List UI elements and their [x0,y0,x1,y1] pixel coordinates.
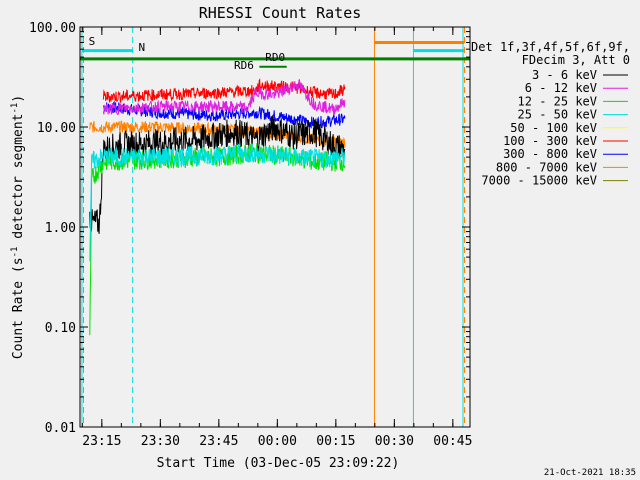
y-tick-label: 10.00 [37,121,76,136]
y-tick-label: 0.10 [45,321,76,336]
x-tick-label: 00:15 [316,434,355,449]
legend-entry-label: 100 - 300 keV [503,134,597,148]
y-axis: 0.01 0.10 1.00 10.00 100.00 [29,21,470,436]
y-tick-label: 1.00 [45,221,76,236]
rd6-label: RD6 [234,59,254,72]
x-tick-label: 00:30 [375,434,414,449]
x-tick-label: 23:30 [141,434,180,449]
y-axis-label-rest: detector segment [11,114,26,247]
flags-layer: S N RD0 RD6 [80,27,470,427]
x-tick-label: 00:00 [258,434,297,449]
legend-entry-label: 25 - 50 keV [518,108,597,122]
y-axis-label-main: Count Rate (s [11,257,26,359]
y-axis-label-sup2: -1 [10,103,20,114]
y-axis-label-close: ) [11,95,26,103]
x-axis-label: Start Time (03-Dec-05 23:09:22) [157,456,400,471]
legend-entry-label: 800 - 7000 keV [496,160,597,174]
series-layer [89,78,346,336]
legend-header-line-1: Det 1f,3f,4f,5f,6f,9f, [471,40,630,54]
y-axis-label: Count Rate (s-1 detector segment-1) [10,95,26,359]
rd0-label: RD0 [265,51,285,64]
y-tick-label: 100.00 [29,21,76,36]
y-axis-label-sup: -1 [10,247,20,258]
series-line [102,78,346,116]
legend: Det 1f,3f,4f,5f,6f,9f, FDecim 3, Att 0 3… [471,40,630,188]
legend-entry-label: 6 - 12 keV [525,81,597,95]
chart-title: RHESSI Count Rates [199,4,362,22]
footer-date: 21-Oct-2021 18:35 [544,468,636,478]
legend-entry-label: 7000 - 15000 keV [481,174,597,188]
legend-entry-label: 300 - 800 keV [503,147,597,161]
legend-entry-label: 12 - 25 keV [518,94,597,108]
legend-header-line-2: FDecim 3, Att 0 [522,53,630,67]
x-axis: 23:15 23:30 23:45 00:00 00:15 00:30 00:45 [81,27,472,449]
night-label: N [139,41,146,54]
series-line [89,143,346,262]
legend-entry-label: 50 - 100 keV [510,121,597,135]
x-tick-label: 00:45 [433,434,472,449]
legend-entry-label: 3 - 6 keV [532,68,597,82]
x-tick-label: 23:45 [199,434,238,449]
x-tick-label: 23:15 [82,434,121,449]
y-tick-label: 0.01 [45,421,76,436]
series-line [102,78,346,104]
saa-label: S [89,35,96,48]
